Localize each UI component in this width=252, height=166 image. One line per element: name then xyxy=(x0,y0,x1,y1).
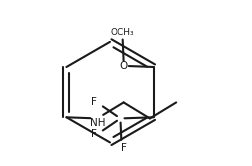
Text: F: F xyxy=(91,97,97,107)
Text: F: F xyxy=(121,143,127,153)
Text: F: F xyxy=(91,129,97,139)
Text: NH: NH xyxy=(89,118,105,127)
Text: OCH₃: OCH₃ xyxy=(111,28,135,37)
Text: O: O xyxy=(120,61,128,71)
